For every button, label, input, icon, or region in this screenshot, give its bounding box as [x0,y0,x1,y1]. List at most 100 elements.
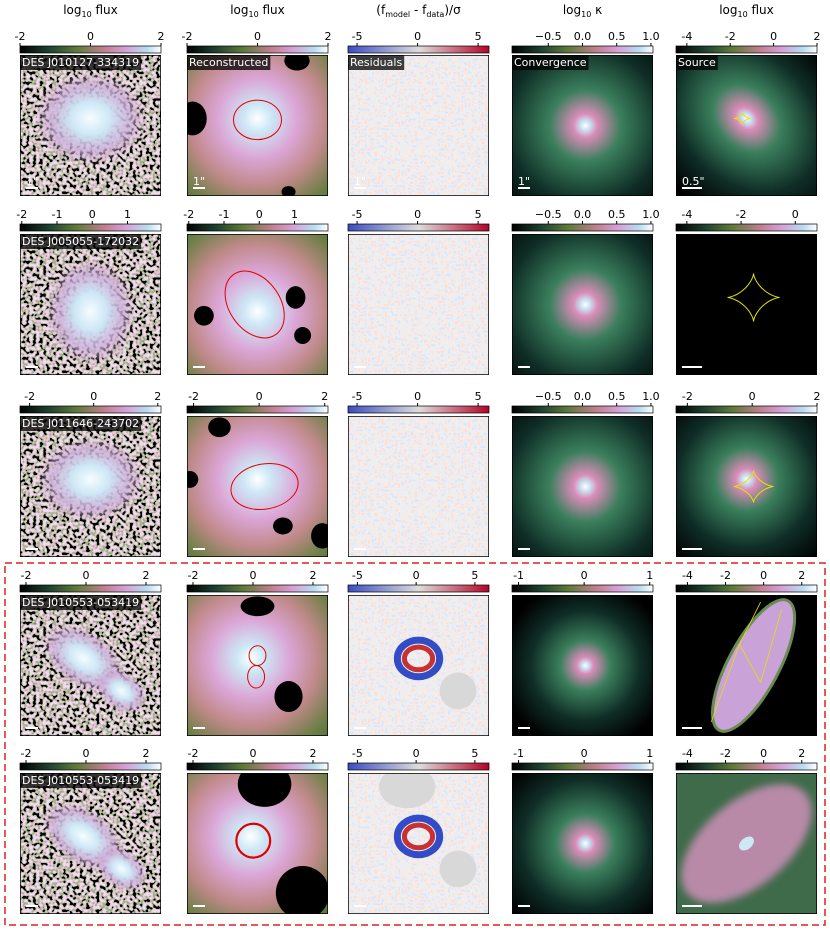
colorbar-tick-label: -4 [681,30,692,43]
colorbar-tick-label: 0 [250,569,257,582]
colorbar-tick-label: 0 [254,30,261,43]
header-part: model [385,10,410,19]
colorbar-tick-label: 5 [471,569,478,582]
mask [311,523,328,549]
colorbar [675,223,818,232]
colorbar-tick-label: 1.0 [642,390,660,403]
colorbar-tick-label: 2 [143,747,150,760]
colorbar-tick-label: -2 [16,208,27,221]
image-panel [676,773,817,914]
colorbar-tick-label: 2 [310,569,317,582]
colorbar-tick-label: 0 [760,747,767,760]
colorbar [186,45,329,54]
header-part: flux [92,3,118,17]
mask [294,327,312,344]
colorbar-tick-label: 0 [89,208,96,221]
colorbar [347,584,490,593]
colorbar [347,223,490,232]
colorbar-tick-label: -2 [720,747,731,760]
colorbar-tick-label: -2 [682,390,693,403]
column-header: log10 flux [230,3,285,19]
colorbar-tick-label: 1 [646,747,653,760]
source-core [739,836,754,851]
header-part: log [719,3,737,17]
highlight-box [4,562,826,926]
colorbar-tick-label: -2 [725,30,736,43]
colorbar-tick-label: -1 [219,208,230,221]
caustic [733,470,774,503]
label-background [512,55,589,70]
image-panel [676,234,817,375]
colorbar-tick-label: -2 [15,30,26,43]
lens-light [95,668,148,714]
panel-label: Residuals [350,56,402,69]
colorbar-tick-label: 0 [792,208,799,221]
image-panel [187,595,328,736]
model-light [187,234,328,375]
colorbar-tick-label: -1 [513,747,524,760]
label-background [20,55,142,70]
caustic [733,112,751,125]
label-background [676,55,718,70]
colorbar-tick-label: 0 [83,747,90,760]
image-panel [187,773,328,914]
scale-label: 0.5" [682,175,705,188]
image-panel [348,416,489,557]
image-panel [348,55,489,196]
mask [208,417,231,438]
panel-label: Source [678,56,716,69]
colorbar [511,762,654,771]
header-part: κ [591,3,602,17]
colorbar-tick-label: 0 [90,390,97,403]
header-part: 10 [581,10,591,19]
colorbar-tick-label: -4 [682,569,693,582]
caustic [727,273,780,322]
mask [187,470,199,488]
scale-label: 1" [518,175,530,188]
lens-light [45,257,136,366]
colorbar-tick-label: 0 [749,390,756,403]
convergence [512,234,653,375]
colorbar-tick-label: 2 [158,30,165,43]
colorbar [675,45,818,54]
header-part: log [563,3,581,17]
residual-feature [401,644,436,673]
colorbar-tick-label: 0 [760,569,767,582]
image-panel [20,773,161,914]
mask [285,286,306,309]
colorbar [511,45,654,54]
colorbar-tick-label: 2 [321,390,328,403]
model-light [187,416,328,557]
colorbar [511,405,654,414]
colorbar-tick-label: 0.0 [574,208,592,221]
colorbar-tick-label: -2 [21,569,32,582]
colorbar [19,223,162,232]
colorbar-tick-label: 0 [83,569,90,582]
colorbar-tick-label: -4 [681,208,692,221]
scale-label: 1" [26,175,38,188]
residual-mask [439,850,477,888]
image-panel [512,234,653,375]
residual-feature [401,822,436,851]
critical-curve [247,665,266,689]
label-background [20,416,142,431]
colorbar-tick-label: 2 [154,390,161,403]
column-header: log10 κ [563,3,602,19]
mask [187,101,207,136]
colorbar-tick-label: -5 [352,747,363,760]
label-background [20,595,142,610]
colorbar-tick-label: 1 [124,208,131,221]
colorbar-tick-label: 5 [475,390,482,403]
critical-curve [230,463,299,510]
colorbar-tick-label: 5 [475,208,482,221]
image-panel [20,416,161,557]
colorbar-tick-label: 1 [646,569,653,582]
image-panel [20,55,161,196]
header-part: 10 [249,10,259,19]
colorbar [186,223,329,232]
colorbar [186,405,329,414]
colorbar-tick-label: -2 [188,569,199,582]
colorbar [675,762,818,771]
colorbar-tick-label: -5 [352,30,363,43]
critical-curve [235,822,272,859]
